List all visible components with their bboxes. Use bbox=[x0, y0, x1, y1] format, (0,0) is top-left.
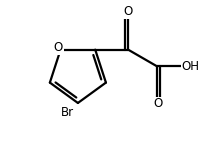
Text: OH: OH bbox=[182, 60, 200, 73]
Text: O: O bbox=[124, 5, 133, 18]
Text: Br: Br bbox=[61, 106, 74, 119]
Text: O: O bbox=[154, 97, 163, 110]
Text: O: O bbox=[54, 41, 63, 54]
